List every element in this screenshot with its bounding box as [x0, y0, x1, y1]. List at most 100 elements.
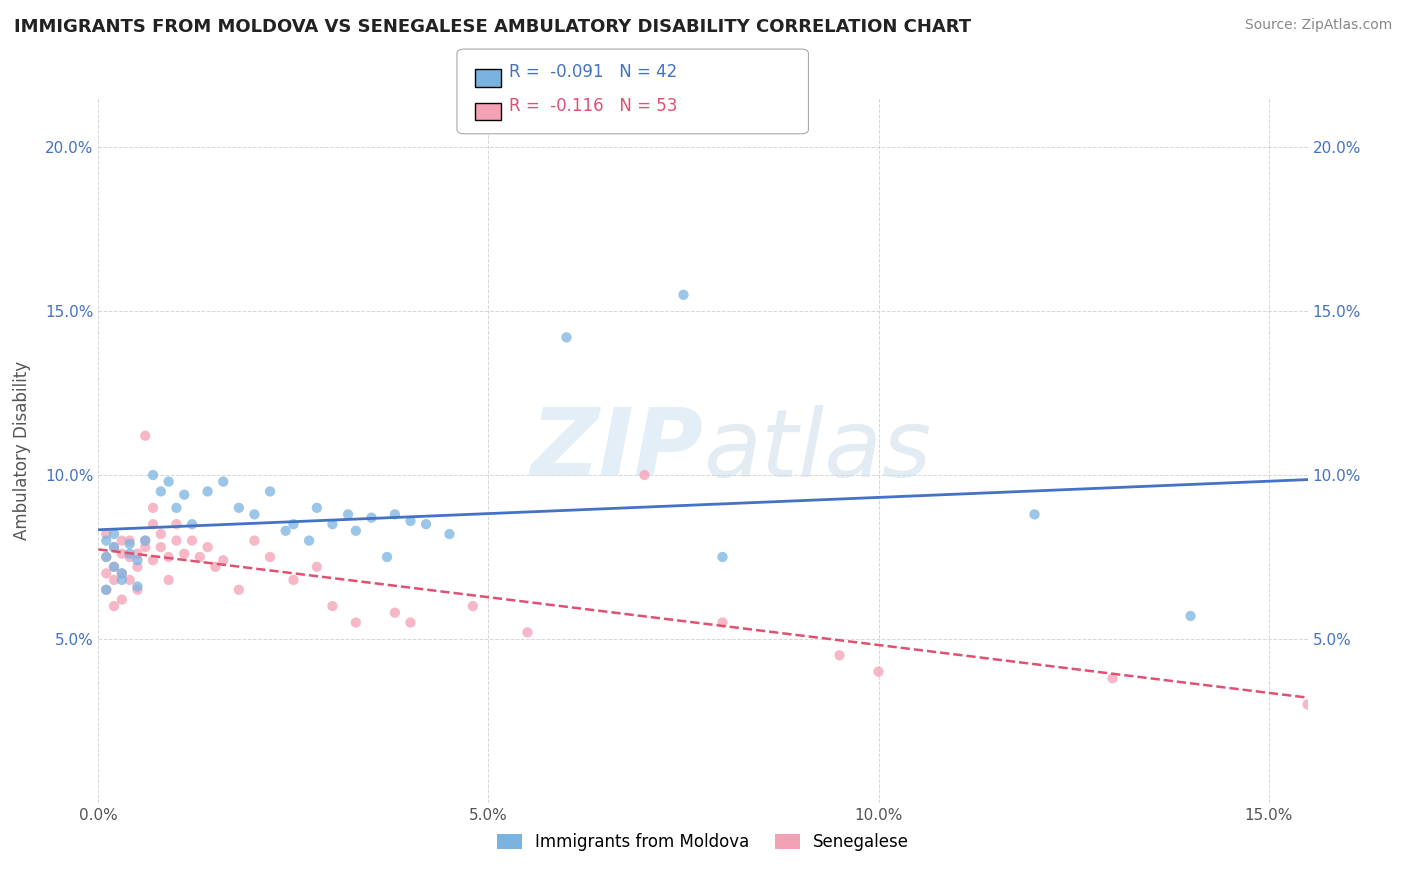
Point — [399, 514, 422, 528]
Point — [127, 582, 149, 597]
Point — [103, 540, 125, 554]
Point — [103, 599, 125, 614]
Point — [157, 549, 180, 564]
Point — [633, 468, 655, 483]
Point — [142, 517, 165, 532]
Point — [118, 533, 141, 548]
Point — [344, 524, 367, 538]
Point — [165, 533, 187, 548]
Point — [672, 287, 695, 301]
Point — [516, 625, 538, 640]
Text: IMMIGRANTS FROM MOLDOVA VS SENEGALESE AMBULATORY DISABILITY CORRELATION CHART: IMMIGRANTS FROM MOLDOVA VS SENEGALESE AM… — [14, 18, 972, 36]
Point — [204, 559, 226, 574]
Point — [188, 549, 211, 564]
Point — [103, 559, 125, 574]
Point — [375, 549, 398, 564]
Point — [283, 517, 305, 532]
Point — [321, 517, 343, 532]
Point — [96, 582, 118, 597]
Point — [711, 549, 734, 564]
Point — [259, 549, 281, 564]
Point — [212, 475, 235, 489]
Point — [399, 615, 422, 630]
Point — [118, 573, 141, 587]
Point — [96, 527, 118, 541]
Point — [111, 533, 134, 548]
Point — [360, 510, 382, 524]
Point — [157, 475, 180, 489]
Point — [181, 533, 204, 548]
Point — [228, 500, 250, 515]
Point — [142, 500, 165, 515]
Point — [111, 566, 134, 581]
Point — [173, 547, 195, 561]
Point — [127, 553, 149, 567]
Point — [111, 566, 134, 581]
Point — [298, 533, 321, 548]
Point — [96, 549, 118, 564]
Y-axis label: Ambulatory Disability: Ambulatory Disability — [13, 361, 31, 540]
Point — [134, 533, 156, 548]
Point — [181, 517, 204, 532]
Point — [1024, 508, 1046, 522]
Point — [461, 599, 484, 614]
Point — [1296, 698, 1319, 712]
Point — [103, 573, 125, 587]
Point — [321, 599, 343, 614]
Point — [415, 517, 437, 532]
Point — [134, 428, 156, 442]
Point — [118, 537, 141, 551]
Point — [127, 547, 149, 561]
Point — [127, 579, 149, 593]
Point — [157, 573, 180, 587]
Text: R =  -0.116   N = 53: R = -0.116 N = 53 — [509, 97, 678, 115]
Point — [96, 533, 118, 548]
Point — [555, 330, 578, 344]
Point — [111, 592, 134, 607]
Point — [283, 573, 305, 587]
Point — [439, 527, 461, 541]
Point — [243, 533, 266, 548]
Legend: Immigrants from Moldova, Senegalese: Immigrants from Moldova, Senegalese — [491, 827, 915, 858]
Text: atlas: atlas — [703, 405, 931, 496]
Point — [165, 500, 187, 515]
Point — [96, 549, 118, 564]
Point — [134, 533, 156, 548]
Point — [149, 540, 172, 554]
Point — [111, 547, 134, 561]
Point — [212, 553, 235, 567]
Point — [305, 559, 328, 574]
Point — [274, 524, 297, 538]
Point — [228, 582, 250, 597]
Point — [384, 508, 406, 522]
Point — [868, 665, 890, 679]
Point — [111, 573, 134, 587]
Point — [149, 484, 172, 499]
Point — [384, 606, 406, 620]
Point — [305, 500, 328, 515]
Point — [149, 527, 172, 541]
Point — [134, 540, 156, 554]
Point — [118, 547, 141, 561]
Point — [118, 549, 141, 564]
Point — [96, 566, 118, 581]
Point — [103, 540, 125, 554]
Point — [344, 615, 367, 630]
Point — [828, 648, 851, 663]
Point — [243, 508, 266, 522]
Point — [1180, 609, 1202, 624]
Point — [127, 559, 149, 574]
Point — [197, 484, 219, 499]
Text: ZIP: ZIP — [530, 404, 703, 497]
Point — [1101, 671, 1123, 685]
Point — [173, 488, 195, 502]
Point — [103, 527, 125, 541]
Point — [103, 559, 125, 574]
Point — [142, 468, 165, 483]
Point — [197, 540, 219, 554]
Point — [711, 615, 734, 630]
Point — [259, 484, 281, 499]
Text: Source: ZipAtlas.com: Source: ZipAtlas.com — [1244, 18, 1392, 32]
Point — [142, 553, 165, 567]
Point — [337, 508, 360, 522]
